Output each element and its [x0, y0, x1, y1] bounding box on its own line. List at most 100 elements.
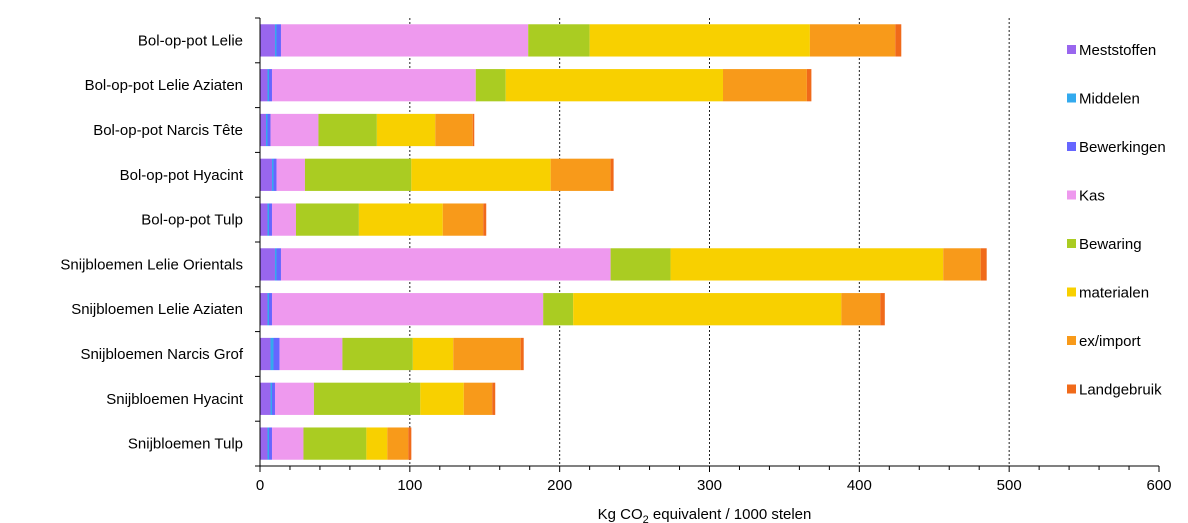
bar-segment-materialen-0	[589, 24, 810, 57]
bars	[260, 24, 987, 460]
bar-segment-ex-import-6	[841, 293, 881, 326]
legend-swatch-kas	[1067, 190, 1076, 200]
bar-segment-bewaring-5	[610, 248, 671, 281]
x-tick-label: 0	[256, 477, 264, 494]
bar-segment-middelen-9	[267, 427, 269, 460]
x-axis-title: Kg CO2 equivalent / 1000 stelen	[598, 506, 812, 523]
category-label: Snijbloemen Tulp	[128, 436, 243, 453]
bar-segment-landgebruik-4	[483, 203, 487, 236]
legend-label-middelen: Middelen	[1079, 91, 1140, 108]
bar-segment-landgebruik-0	[895, 24, 902, 57]
bar-segment-bewaring-8	[313, 382, 421, 415]
bar-segment-kas-1	[271, 69, 476, 102]
bar-segment-materialen-4	[358, 203, 443, 236]
legend-swatch-landgebruik	[1067, 384, 1076, 394]
bar-segment-landgebruik-3	[610, 158, 614, 191]
bar-segment-bewerkingen-4	[268, 203, 272, 236]
bar-segment-materialen-9	[366, 427, 388, 460]
bar-segment-landgebruik-1	[806, 69, 812, 102]
bar-segment-bewerkingen-0	[276, 24, 281, 57]
bar-segment-materialen-2	[376, 113, 436, 147]
bar-segment-meststoffen-6	[260, 293, 268, 326]
bar-segment-materialen-7	[412, 337, 454, 371]
category-label: Snijbloemen Hyacint	[106, 391, 244, 408]
bar-segment-kas-2	[270, 113, 319, 147]
bar-segment-meststoffen-3	[260, 158, 272, 191]
bar-segment-middelen-2	[265, 113, 268, 147]
bar-segment-meststoffen-2	[260, 113, 266, 147]
bar-segment-middelen-3	[271, 158, 274, 191]
category-label: Snijbloemen Lelie Aziaten	[71, 301, 243, 318]
bar-segment-ex-import-2	[435, 113, 473, 147]
bar-segment-ex-import-3	[550, 158, 611, 191]
bar-segment-bewerkingen-8	[271, 382, 275, 415]
bar-segment-ex-import-5	[943, 248, 981, 281]
category-label: Bol-op-pot Lelie	[138, 32, 243, 49]
legend-label-kas: Kas	[1079, 188, 1105, 205]
bar-segment-landgebruik-5	[980, 248, 987, 281]
category-label: Bol-op-pot Narcis Tête	[93, 122, 243, 139]
bar-segment-bewaring-7	[342, 337, 413, 371]
bar-segment-meststoffen-0	[260, 24, 275, 57]
bar-segment-ex-import-8	[463, 382, 493, 415]
bar-segment-ex-import-0	[809, 24, 896, 57]
bar-segment-bewerkingen-6	[268, 293, 272, 326]
bar-segment-kas-6	[271, 293, 544, 326]
x-tick-label: 400	[847, 477, 872, 494]
x-tick-label: 600	[1146, 477, 1171, 494]
legend-swatch-materialen	[1067, 287, 1076, 297]
bar-segment-kas-8	[274, 382, 314, 415]
x-axis-title-prefix: Kg CO	[598, 506, 643, 523]
legend-label-ex-import: ex/import	[1079, 333, 1142, 350]
bar-segment-landgebruik-7	[520, 337, 524, 371]
legend: Meststoffen Middelen Bewerkingen Kas Bewarin…	[1067, 42, 1166, 399]
bar-segment-middelen-8	[270, 382, 272, 415]
bar-segment-kas-3	[276, 158, 305, 191]
legend-label-bewerkingen: Bewerkingen	[1079, 139, 1166, 156]
bar-segment-middelen-0	[274, 24, 277, 57]
bar-segment-bewaring-9	[303, 427, 367, 460]
legend-label-materialen: materialen	[1079, 285, 1149, 302]
bar-segment-ex-import-4	[442, 203, 484, 236]
bar-segment-meststoffen-7	[260, 337, 271, 371]
bar-segment-kas-0	[280, 24, 529, 57]
bar-segment-bewerkingen-2	[267, 113, 271, 147]
bar-segment-meststoffen-5	[260, 248, 275, 281]
x-tick-label: 300	[697, 477, 722, 494]
bar-segment-materialen-1	[505, 69, 723, 102]
bar-segment-bewaring-4	[295, 203, 359, 236]
category-label: Snijbloemen Narcis Grof	[80, 346, 243, 363]
bar-segment-bewerkingen-5	[276, 248, 281, 281]
bar-segment-bewerkingen-9	[268, 427, 272, 460]
category-label: Snijbloemen Lelie Orientals	[60, 256, 243, 273]
legend-label-bewaring: Bewaring	[1079, 236, 1142, 253]
bar-segment-middelen-6	[267, 293, 269, 326]
bar-segment-middelen-4	[267, 203, 269, 236]
bar-segment-ex-import-7	[453, 337, 521, 371]
bar-segment-ex-import-9	[387, 427, 409, 460]
legend-label-meststoffen: Meststoffen	[1079, 42, 1156, 59]
x-axis: 0 100 200 300 400 500 600	[255, 17, 1172, 494]
bar-segment-landgebruik-9	[408, 427, 412, 460]
legend-swatch-bewerkingen	[1067, 142, 1076, 151]
bar-segment-landgebruik-6	[880, 293, 885, 326]
bar-segment-middelen-7	[270, 337, 274, 371]
bar-segment-middelen-1	[267, 69, 269, 102]
bar-segment-meststoffen-8	[260, 382, 271, 415]
bar-segment-kas-5	[280, 248, 611, 281]
category-labels: Bol-op-pot Lelie Bol-op-pot Lelie Aziaten…	[60, 32, 243, 452]
bar-segment-materialen-5	[670, 248, 944, 281]
legend-swatch-middelen	[1067, 93, 1076, 103]
category-label: Bol-op-pot Hyacint	[120, 167, 244, 184]
bar-segment-bewerkingen-3	[273, 158, 277, 191]
x-axis-title-subscript: 2	[643, 514, 649, 523]
bar-segment-landgebruik-8	[492, 382, 496, 415]
bar-segment-materialen-8	[420, 382, 464, 415]
bar-segment-meststoffen-1	[260, 69, 268, 102]
bar-segment-bewaring-3	[304, 158, 412, 191]
bar-segment-kas-9	[271, 427, 304, 460]
bar-segment-bewaring-6	[543, 293, 574, 326]
legend-swatch-meststoffen	[1067, 45, 1076, 54]
bar-segment-bewaring-1	[475, 69, 506, 102]
